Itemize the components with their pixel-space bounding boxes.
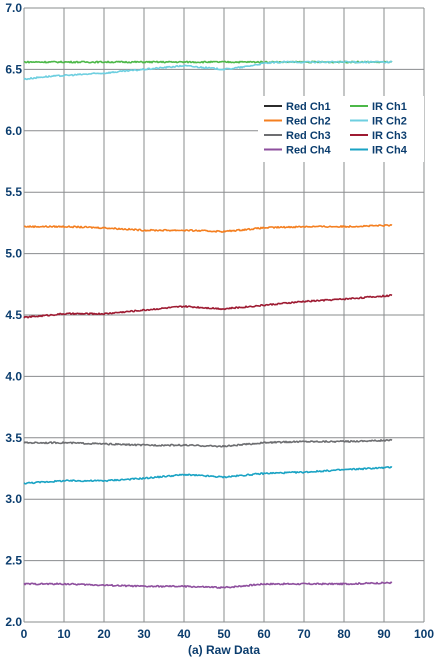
- x-tick-label: 0: [21, 627, 28, 641]
- series-line-ir-ch4: [23, 466, 393, 485]
- y-tick-label: 3.5: [5, 431, 22, 445]
- legend-label-ir-ch2: IR Ch2: [372, 116, 407, 128]
- x-tick-label: 80: [337, 627, 351, 641]
- series-line-ir-ch3: [23, 294, 393, 319]
- y-tick-label: 4.5: [5, 308, 22, 322]
- y-tick-label: 3.0: [5, 492, 22, 506]
- y-tick-label: 7.0: [5, 1, 22, 15]
- series-layer: [23, 60, 393, 590]
- legend-background: [258, 96, 424, 162]
- y-tick-label: 6.0: [5, 124, 22, 138]
- series-line-red-ch3: [23, 438, 393, 448]
- x-tick-label: 20: [97, 627, 111, 641]
- y-tick-label: 6.5: [5, 62, 22, 76]
- x-tick-label: 10: [57, 627, 71, 641]
- x-tick-label: 30: [137, 627, 151, 641]
- x-tick-label: 100: [414, 627, 434, 641]
- y-tick-label: 5.5: [5, 185, 22, 199]
- series-line-ir-ch2: [23, 60, 393, 81]
- legend: Red Ch1 Red Ch2 Red Ch3 Red Ch4 IR Ch1 IR Ch2…: [258, 96, 424, 162]
- legend-label-red-ch2: Red Ch2: [286, 116, 331, 128]
- x-tick-label: 60: [257, 627, 271, 641]
- legend-label-red-ch3: Red Ch3: [286, 130, 331, 142]
- chart-caption: (a) Raw Data: [188, 643, 260, 657]
- y-tick-label: 2.5: [5, 554, 22, 568]
- series-line-red-ch4: [23, 581, 393, 590]
- legend-label-red-ch1: Red Ch1: [286, 101, 331, 113]
- legend-label-red-ch4: Red Ch4: [286, 145, 332, 157]
- x-tick-label: 70: [297, 627, 311, 641]
- x-tick-label: 50: [217, 627, 231, 641]
- legend-label-ir-ch4: IR Ch4: [372, 145, 408, 157]
- y-tick-label: 5.0: [5, 247, 22, 261]
- series-line-red-ch2: [23, 223, 393, 233]
- y-tick-label: 2.0: [5, 615, 22, 629]
- legend-label-ir-ch1: IR Ch1: [372, 101, 407, 113]
- axis-layer: 0 10 20 30 40 50 60 70 80 90 100 2.0 2.5 3.0 3.5 4.0 4.5…: [5, 1, 434, 641]
- legend-label-ir-ch3: IR Ch3: [372, 130, 407, 142]
- x-tick-label: 90: [377, 627, 391, 641]
- y-tick-label: 4.0: [5, 369, 22, 383]
- x-tick-label: 40: [177, 627, 191, 641]
